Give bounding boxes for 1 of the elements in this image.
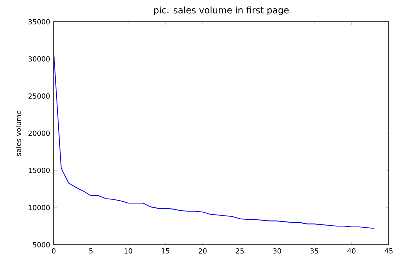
- chart-title: pic. sales volume in first page: [154, 6, 289, 16]
